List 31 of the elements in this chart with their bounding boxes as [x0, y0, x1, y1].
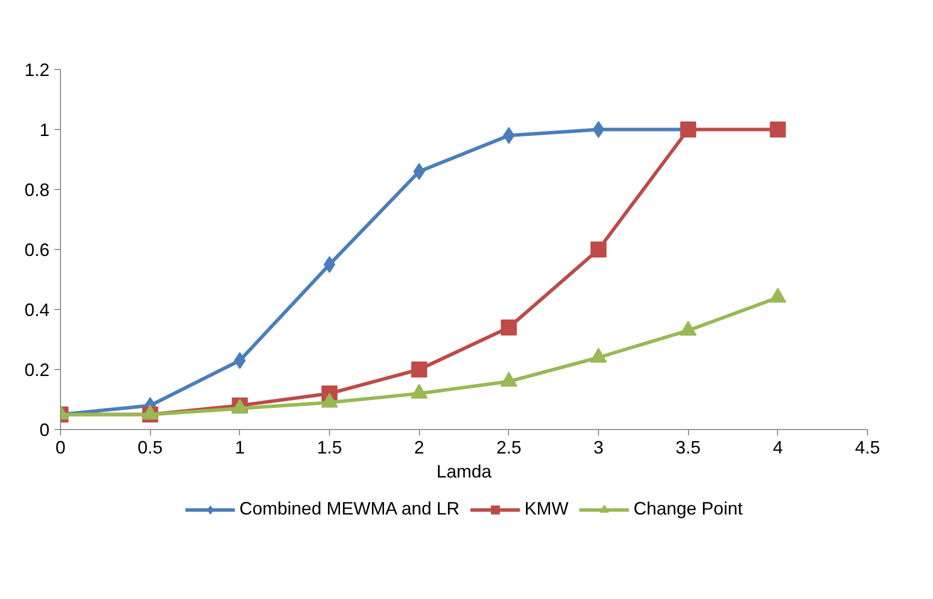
x-axis-title: Lamda	[436, 462, 493, 482]
point	[324, 256, 336, 273]
point	[234, 352, 246, 369]
y-tick-label: 1.2	[24, 60, 50, 80]
x-tick-label: 4.5	[854, 438, 880, 458]
y-tick-label: 1	[39, 120, 50, 140]
y-tick-label: 0	[39, 420, 50, 440]
point	[413, 163, 425, 180]
point	[411, 362, 428, 378]
y-tick-label: 0.2	[24, 360, 50, 380]
point	[503, 127, 515, 144]
legend-label: KMW	[524, 498, 568, 520]
x-tick-label: 1	[234, 438, 245, 458]
point	[500, 320, 517, 336]
legend-label: Change Point	[634, 498, 743, 520]
legend-label: Combined MEWMA and LR	[239, 498, 460, 520]
x-tick-label: 0	[55, 438, 66, 458]
y-tick-label: 0.8	[24, 180, 50, 200]
x-tick-label: 3	[593, 438, 604, 458]
x-tick-label: 3.5	[676, 438, 701, 458]
point	[770, 122, 786, 138]
y-tick-label: 0.4	[24, 300, 50, 320]
x-tick-label: 1.5	[316, 438, 342, 458]
x-tick-label: 2.5	[496, 438, 522, 458]
x-tick-label: 2	[414, 438, 424, 458]
point	[680, 122, 696, 138]
x-tick-label: 0.5	[138, 438, 163, 458]
point	[592, 121, 604, 138]
y-tick-label: 0.6	[24, 240, 50, 260]
point	[590, 242, 606, 258]
x-tick-label: 4	[772, 438, 783, 458]
